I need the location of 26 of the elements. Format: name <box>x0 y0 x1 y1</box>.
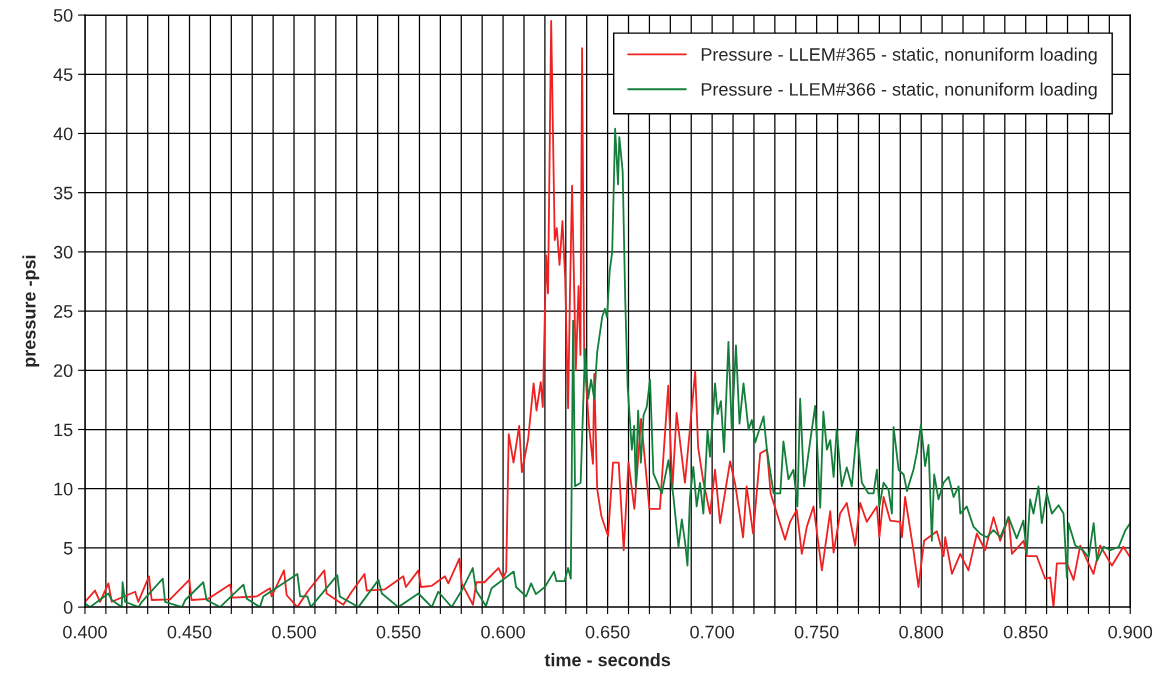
legend-label: Pressure - LLEM#366 - static, nonuniform loading <box>701 82 1097 100</box>
y-tick-label: 35 <box>53 186 73 200</box>
x-tick-label: 0.600 <box>481 625 525 639</box>
y-tick-label: 40 <box>53 127 73 141</box>
y-tick-label: 30 <box>53 245 73 259</box>
x-tick-label: 0.900 <box>1108 625 1153 639</box>
x-tick-label: 0.650 <box>585 625 630 639</box>
x-tick-label: 0.550 <box>376 625 421 639</box>
y-tick-label: 0 <box>63 601 73 614</box>
y-tick-label: 10 <box>54 482 73 496</box>
y-tick-label: 20 <box>53 364 73 378</box>
y-axis-title: pressure -psi <box>22 255 40 367</box>
y-tick-label: 15 <box>54 423 73 437</box>
x-tick-label: 0.400 <box>63 625 107 639</box>
x-tick-label: 0.850 <box>1003 625 1048 639</box>
x-tick-label: 0.450 <box>167 625 212 639</box>
x-tick-label: 0.500 <box>272 625 316 639</box>
legend-label: Pressure - LLEM#365 - static, nonuniform loading <box>701 47 1097 65</box>
y-tick-label: 25 <box>53 305 73 318</box>
x-tick-label: 0.750 <box>794 625 839 639</box>
x-tick-label: 0.800 <box>899 625 944 639</box>
x-tick-label: 0.700 <box>690 625 735 639</box>
y-tick-label: 45 <box>53 68 73 82</box>
x-axis-title: time - seconds <box>544 653 671 667</box>
y-tick-label: 50 <box>53 9 73 22</box>
y-tick-label: 5 <box>63 542 73 555</box>
